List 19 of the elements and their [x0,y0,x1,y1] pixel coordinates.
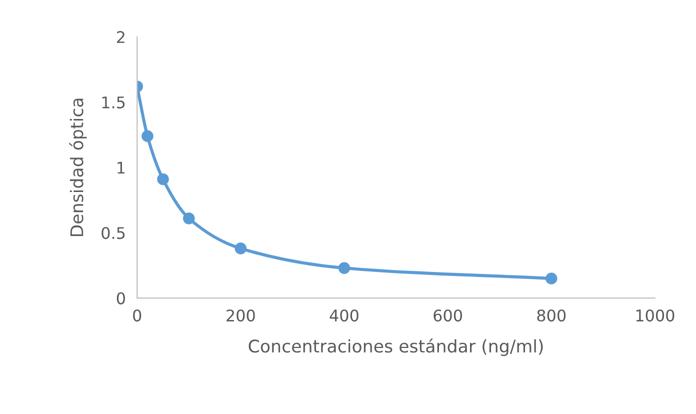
y-tick-label: 0.5 [102,226,125,240]
y-tick-label: 2 [117,31,124,43]
point [545,272,558,284]
y-tick-label: 0 [116,292,125,304]
x-tick-label: 200 [226,309,255,322]
y-tick-label: 1 [118,162,125,174]
point [234,242,247,254]
point [142,130,154,142]
x-tick-label: 600 [434,309,462,322]
x-tick-label: 400 [330,309,358,322]
y-axis-title: Densidad óptica [69,98,87,236]
point [338,262,350,274]
x-tick-label: 0 [133,309,142,322]
x-tick-label: 800 [537,309,566,322]
point [157,173,169,186]
x-tick-label: 1000 [636,309,674,322]
point [182,212,195,224]
x-axis-title: Concentraciones estándar (ng/ml) [248,338,543,356]
y-tick-label: 1.5 [102,96,125,108]
